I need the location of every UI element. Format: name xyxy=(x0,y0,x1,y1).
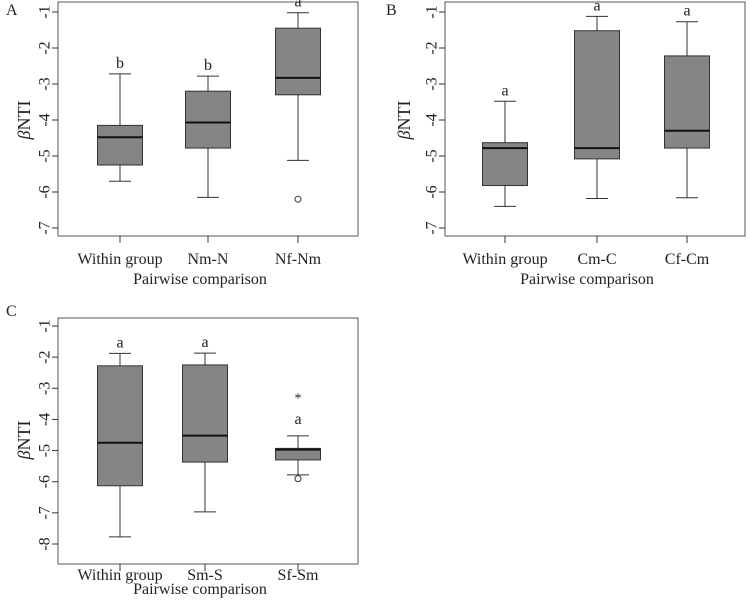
box xyxy=(182,364,228,463)
significance-letter: a xyxy=(294,411,301,428)
y-tick-label: -7 xyxy=(424,221,441,234)
box xyxy=(97,124,143,166)
y-axis-label-symbol: β xyxy=(394,130,414,140)
x-tick-label: Within group xyxy=(77,251,162,268)
x-tick-label: Within group xyxy=(77,567,162,584)
x-axis-title: Pairwise comparison xyxy=(133,581,267,598)
significance-letter: b xyxy=(204,57,212,74)
y-tick-label: -2 xyxy=(424,41,441,54)
y-axis-label-text: NTI xyxy=(394,101,414,131)
x-tick-label: Nm-N xyxy=(188,251,229,268)
box xyxy=(97,365,143,487)
x-tick-label: Cm-C xyxy=(577,251,616,268)
box xyxy=(185,90,231,149)
x-axis-title: Pairwise comparison xyxy=(520,271,654,288)
y-tick-label: -1 xyxy=(37,319,54,332)
y-tick-label: -2 xyxy=(37,350,54,363)
panel-label: C xyxy=(6,303,17,320)
extreme-point: * xyxy=(295,392,302,407)
y-tick-label: -1 xyxy=(424,5,441,18)
panel-c: C -1 -2 -3 -4 -5 -6 -7 -8 βNTI Within group a Sm-S a S… xyxy=(6,303,359,598)
outlier-point xyxy=(294,475,302,483)
panel-label: A xyxy=(6,2,18,19)
box xyxy=(574,30,620,160)
significance-letter: a xyxy=(294,0,301,11)
y-tick-label: -4 xyxy=(37,413,54,426)
x-tick-label: Sf-Sm xyxy=(278,567,319,584)
y-axis-label-text: NTI xyxy=(14,101,34,131)
y-axis-label-symbol: β xyxy=(14,450,34,460)
x-axis-title: Pairwise comparison xyxy=(133,271,267,288)
box xyxy=(664,55,710,149)
x-tick-label: Within group xyxy=(462,251,547,268)
y-tick-label: -7 xyxy=(37,221,54,234)
y-axis-label: βNTI xyxy=(14,101,34,141)
significance-letter: a xyxy=(201,334,208,351)
y-tick-label: -2 xyxy=(37,41,54,54)
y-axis-label-text: NTI xyxy=(14,421,34,451)
significance-letter: a xyxy=(683,3,690,20)
y-tick-label: -7 xyxy=(37,506,54,519)
y-axis-label-symbol: β xyxy=(14,130,34,140)
box xyxy=(275,27,321,96)
box xyxy=(275,447,321,461)
y-tick-label: -4 xyxy=(37,113,54,126)
x-tick-label: Cf-Cm xyxy=(665,251,710,268)
y-tick-label: -3 xyxy=(37,382,54,395)
y-tick-label: -5 xyxy=(37,444,54,457)
significance-letter: a xyxy=(593,0,600,14)
y-tick-label: -5 xyxy=(424,149,441,162)
y-tick-label: -1 xyxy=(37,5,54,18)
x-tick-label: Nf-Nm xyxy=(275,251,322,268)
box xyxy=(482,142,528,187)
significance-letter: b xyxy=(116,55,124,72)
x-tick-label: Sm-S xyxy=(187,567,223,584)
y-tick-label: -4 xyxy=(424,113,441,126)
y-tick-label: -3 xyxy=(37,77,54,90)
y-tick-label: -8 xyxy=(37,537,54,550)
y-tick-label: -3 xyxy=(424,77,441,90)
significance-letter: a xyxy=(116,334,123,351)
panel-label: B xyxy=(386,2,397,19)
outlier-point xyxy=(294,195,302,203)
y-tick-label: -6 xyxy=(424,185,441,198)
y-tick-label: -6 xyxy=(37,475,54,488)
panel-a: A -1 -2 -3 -4 -5 -6 -7 βNTI Within group b Nm-N b Nf-… xyxy=(6,0,359,288)
y-axis-label: βNTI xyxy=(394,101,414,141)
panel-b: B -1 -2 -3 -4 -5 -6 -7 βNTI Within group a Cm-C a Cf-… xyxy=(386,0,746,288)
y-tick-label: -6 xyxy=(37,185,54,198)
y-tick-label: -5 xyxy=(37,149,54,162)
y-axis-label: βNTI xyxy=(14,421,34,461)
significance-letter: a xyxy=(501,82,508,99)
